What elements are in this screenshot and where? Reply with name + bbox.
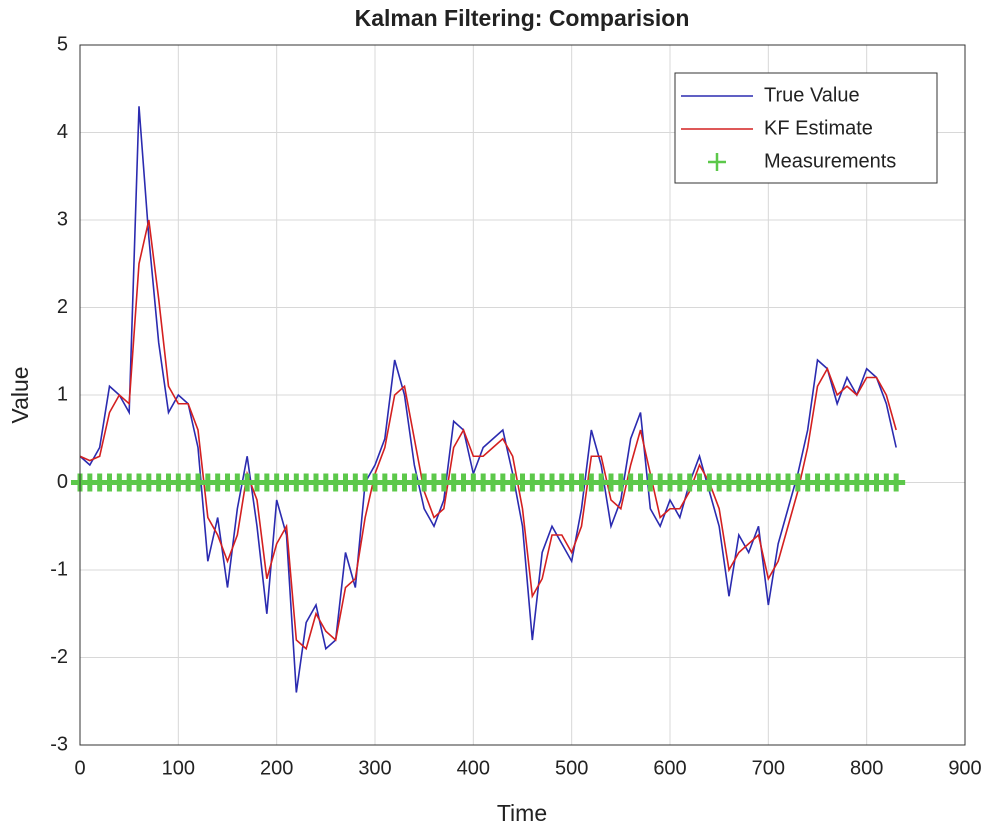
x-tick-label: 700	[752, 757, 785, 779]
legend-label: KF Estimate	[764, 117, 873, 139]
x-tick-label: 400	[457, 757, 490, 779]
x-tick-label: 300	[358, 757, 391, 779]
y-tick-label: -2	[50, 646, 68, 668]
y-tick-label: 1	[57, 383, 68, 405]
legend-label: True Value	[764, 84, 860, 106]
x-tick-label: 0	[74, 757, 85, 779]
x-tick-label: 900	[948, 757, 981, 779]
y-tick-label: 3	[57, 208, 68, 230]
measurement-marker	[887, 473, 906, 492]
y-tick-label: 0	[57, 471, 68, 493]
x-tick-label: 100	[162, 757, 195, 779]
chart-title: Kalman Filtering: Comparision	[355, 5, 690, 31]
x-tick-label: 200	[260, 757, 293, 779]
x-tick-label: 600	[653, 757, 686, 779]
legend-marker	[708, 153, 726, 171]
plot-border	[79, 44, 966, 746]
legend-box	[674, 72, 938, 184]
y-tick-label: 2	[57, 296, 68, 318]
x-tick-label: 800	[850, 757, 883, 779]
y-tick-label: 5	[57, 33, 68, 55]
legend-label: Measurements	[764, 150, 896, 172]
y-axis-label: Value	[7, 366, 33, 423]
series-line	[79, 219, 897, 651]
x-axis-label: Time	[497, 800, 547, 826]
y-tick-label: -1	[50, 558, 68, 580]
y-tick-label: -3	[50, 733, 68, 755]
y-tick-label: 4	[57, 121, 68, 143]
x-tick-label: 500	[555, 757, 588, 779]
